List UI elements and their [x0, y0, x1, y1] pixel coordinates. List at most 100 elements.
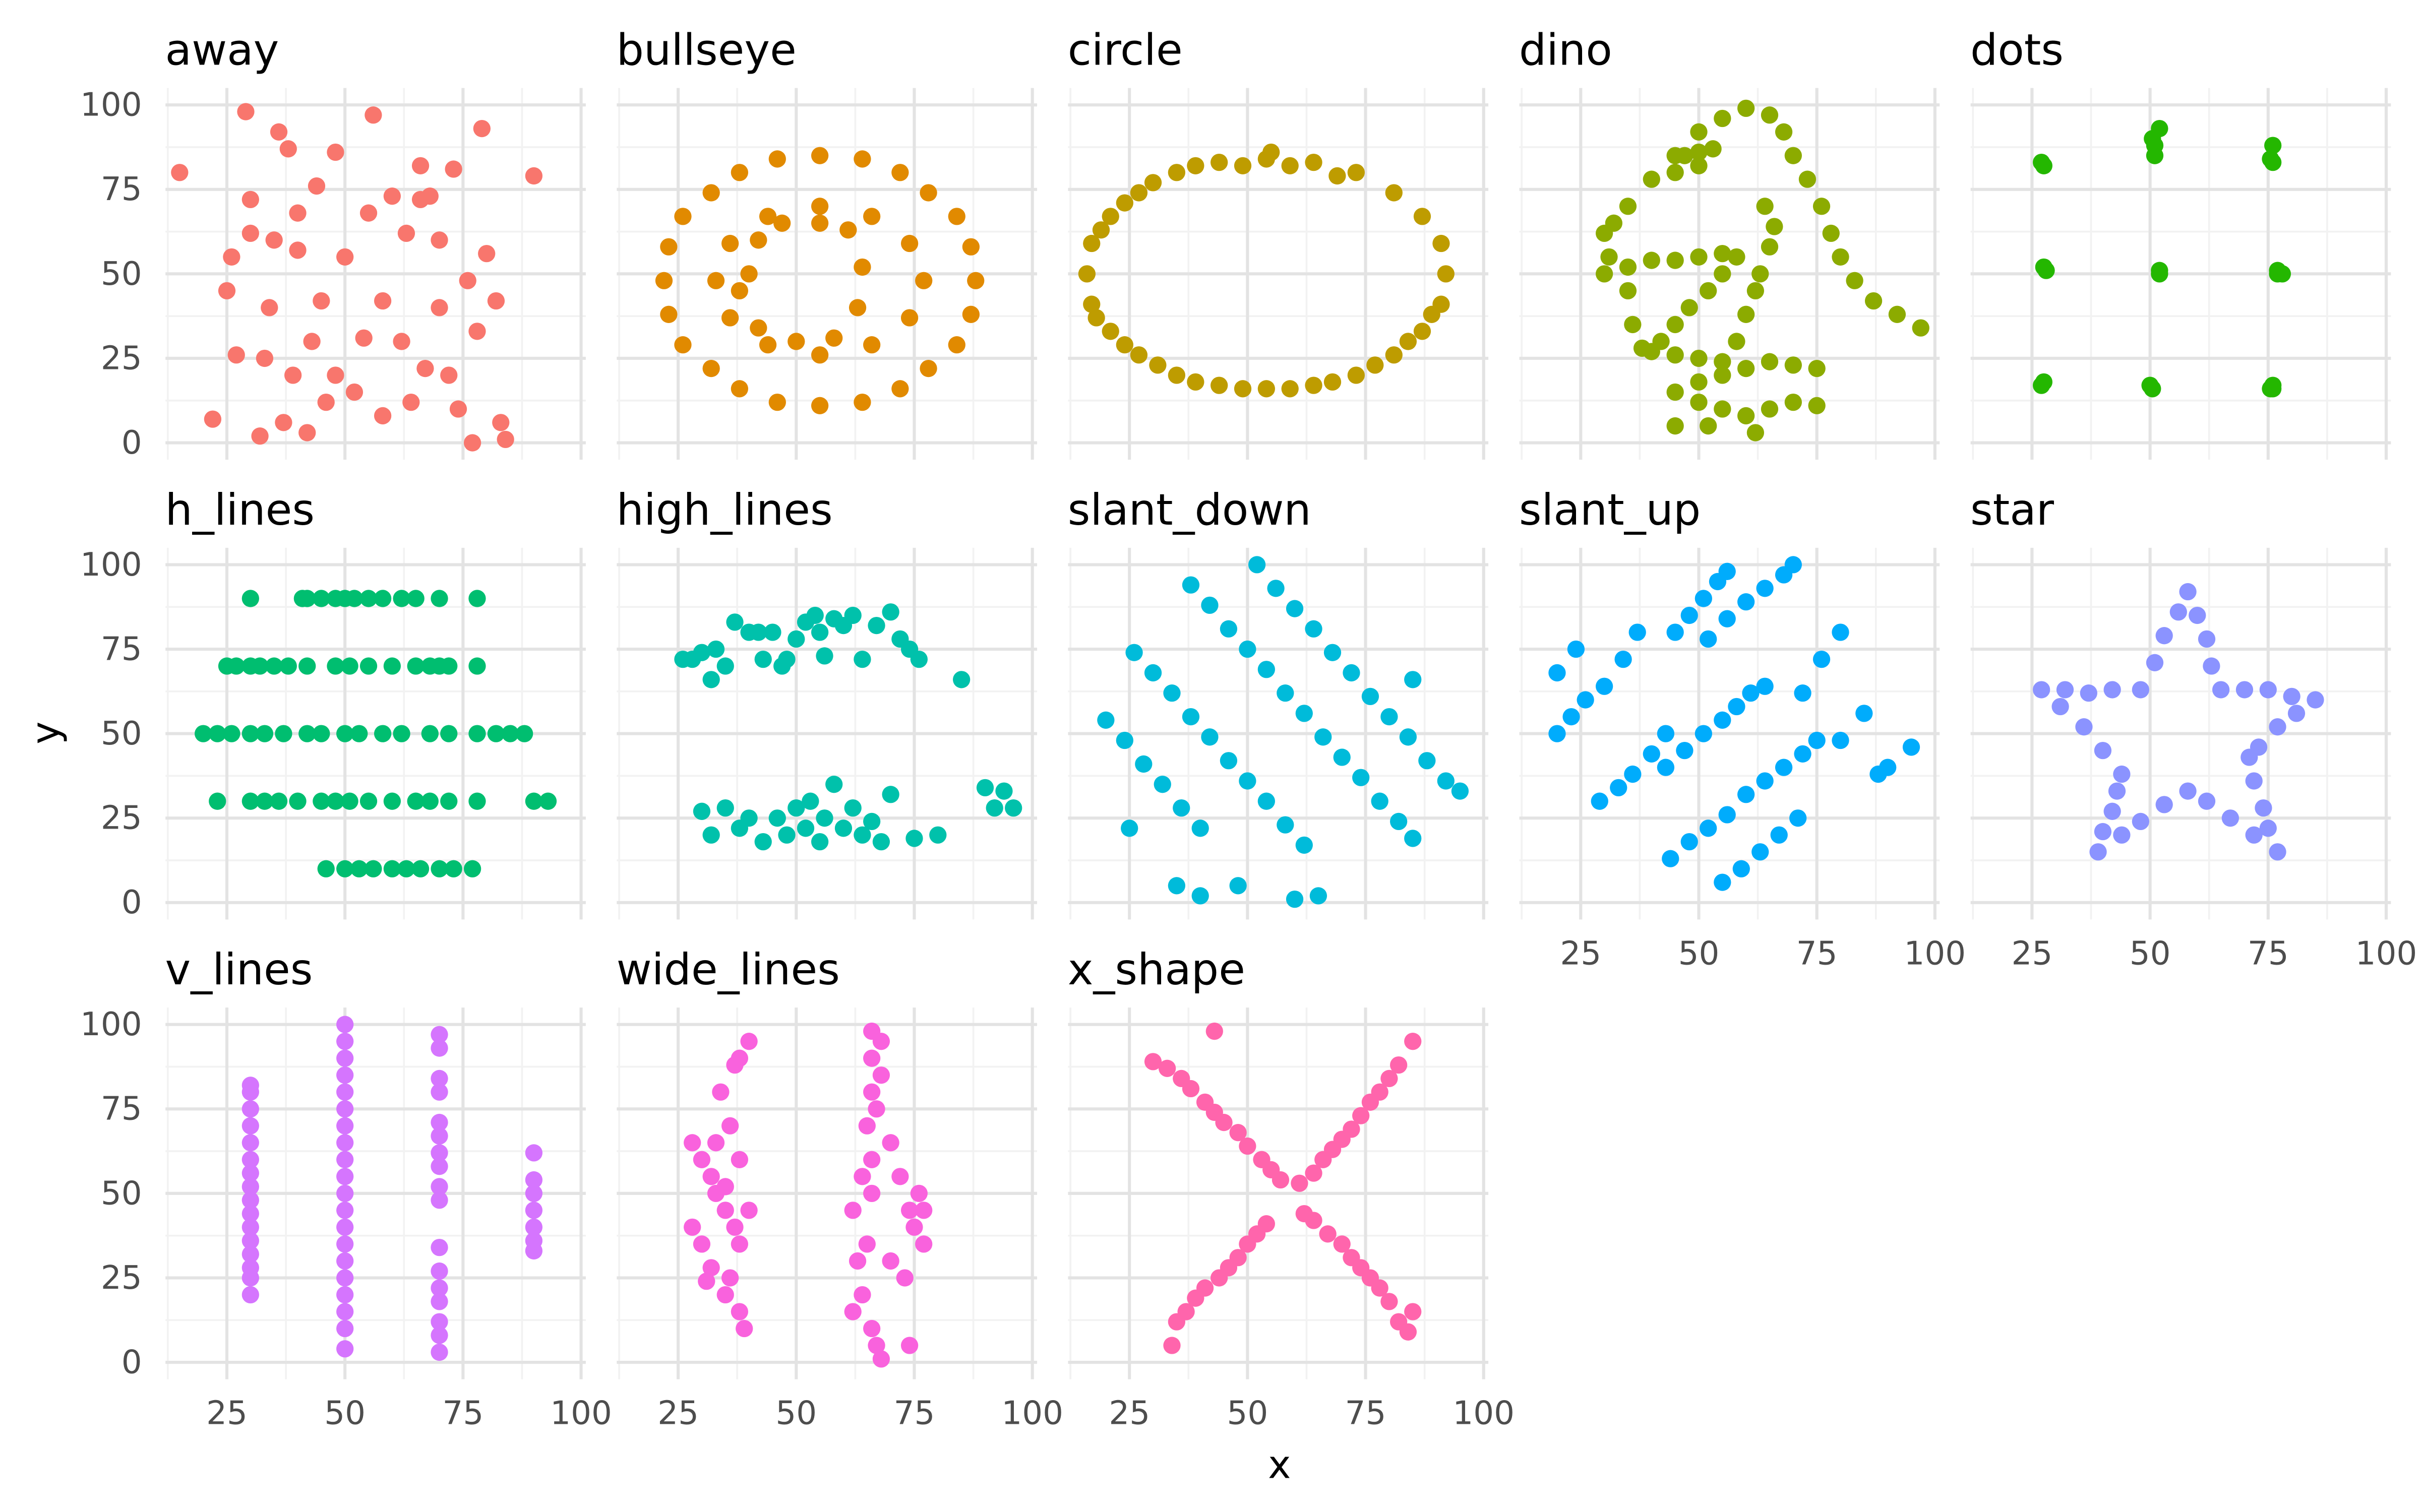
data-point	[1798, 170, 1817, 188]
data-point	[1657, 759, 1675, 776]
data-point	[2035, 157, 2052, 174]
data-point	[863, 1083, 881, 1101]
data-point	[289, 204, 307, 222]
data-point	[1413, 208, 1431, 225]
data-point	[2245, 826, 2263, 844]
data-point	[1361, 687, 1379, 706]
data-point	[1746, 282, 1765, 300]
data-point	[411, 860, 430, 877]
data-point	[431, 1039, 448, 1057]
data-point	[241, 792, 259, 810]
panel-title: slant_up	[1519, 485, 1701, 535]
data-point	[1211, 376, 1228, 394]
data-point	[2269, 843, 2286, 861]
data-point	[1173, 799, 1190, 817]
data-point	[1385, 184, 1403, 202]
data-point	[702, 359, 720, 377]
data-point	[431, 231, 448, 249]
data-point	[1737, 359, 1755, 377]
data-point	[1695, 590, 1712, 607]
data-point	[1380, 708, 1398, 726]
data-point	[740, 265, 758, 283]
data-point	[900, 309, 919, 327]
panel-title: dino	[1519, 25, 1612, 76]
data-point	[702, 1168, 720, 1185]
data-point	[501, 725, 519, 742]
data-point	[863, 1184, 881, 1202]
data-point	[468, 725, 486, 742]
data-point	[811, 346, 829, 364]
data-point	[1333, 748, 1351, 766]
data-point	[849, 1252, 867, 1270]
x-tick-label: 25	[1109, 1395, 1150, 1432]
data-point	[891, 1168, 909, 1185]
data-point	[241, 1151, 259, 1168]
data-point	[759, 208, 777, 225]
data-point	[1855, 705, 1873, 722]
data-point	[1305, 376, 1322, 394]
data-point	[1404, 671, 1422, 688]
data-point	[674, 208, 692, 225]
data-point	[341, 792, 358, 810]
x-tick-label: 25	[2012, 934, 2053, 972]
data-point	[868, 616, 885, 635]
data-point	[858, 1235, 876, 1253]
data-point	[768, 393, 786, 411]
data-point	[525, 1218, 543, 1236]
data-point	[525, 167, 543, 185]
data-point	[872, 1350, 890, 1368]
data-point	[768, 809, 786, 827]
data-point	[463, 434, 481, 452]
data-point	[726, 1218, 744, 1236]
data-point	[1666, 346, 1684, 364]
data-point	[716, 799, 734, 817]
data-point	[2132, 812, 2149, 831]
data-point	[2144, 130, 2161, 148]
data-point	[449, 400, 467, 418]
data-point	[241, 1286, 259, 1304]
data-point	[336, 248, 354, 266]
data-point	[1323, 373, 1342, 391]
data-point	[1624, 316, 1642, 334]
data-point	[468, 792, 486, 810]
y-tick-label: 75	[101, 630, 142, 668]
data-point	[660, 238, 678, 256]
data-point	[750, 231, 767, 249]
data-point	[863, 336, 881, 354]
data-point	[1343, 664, 1360, 682]
data-point	[1680, 606, 1698, 624]
data-point	[1756, 580, 1774, 597]
data-point	[1083, 295, 1101, 313]
data-point	[251, 427, 269, 445]
data-point	[2080, 684, 2097, 702]
data-point	[279, 657, 297, 675]
data-point	[2094, 741, 2112, 760]
data-point	[1087, 309, 1105, 327]
data-point	[171, 164, 189, 181]
data-point	[1399, 1323, 1417, 1341]
data-point	[525, 792, 543, 810]
data-point	[1737, 786, 1755, 803]
data-point	[1794, 684, 1811, 702]
data-point	[1234, 380, 1252, 398]
data-point	[1666, 383, 1684, 401]
data-point	[834, 820, 853, 837]
data-point	[863, 1319, 881, 1338]
panel-title: dots	[1970, 25, 2064, 76]
data-point	[1751, 843, 1769, 861]
data-point	[1262, 143, 1280, 161]
data-point	[431, 1238, 448, 1256]
data-point	[882, 1252, 899, 1270]
data-point	[1690, 373, 1708, 391]
data-point	[383, 792, 401, 810]
data-point	[716, 1286, 734, 1304]
data-point	[431, 1279, 448, 1297]
data-point	[1548, 664, 1566, 682]
data-point	[2169, 603, 2187, 621]
data-point	[374, 407, 392, 425]
data-point	[736, 1319, 753, 1338]
data-point	[2189, 606, 2206, 624]
data-point	[816, 809, 833, 827]
data-point	[900, 1202, 919, 1219]
data-point	[698, 1273, 715, 1290]
